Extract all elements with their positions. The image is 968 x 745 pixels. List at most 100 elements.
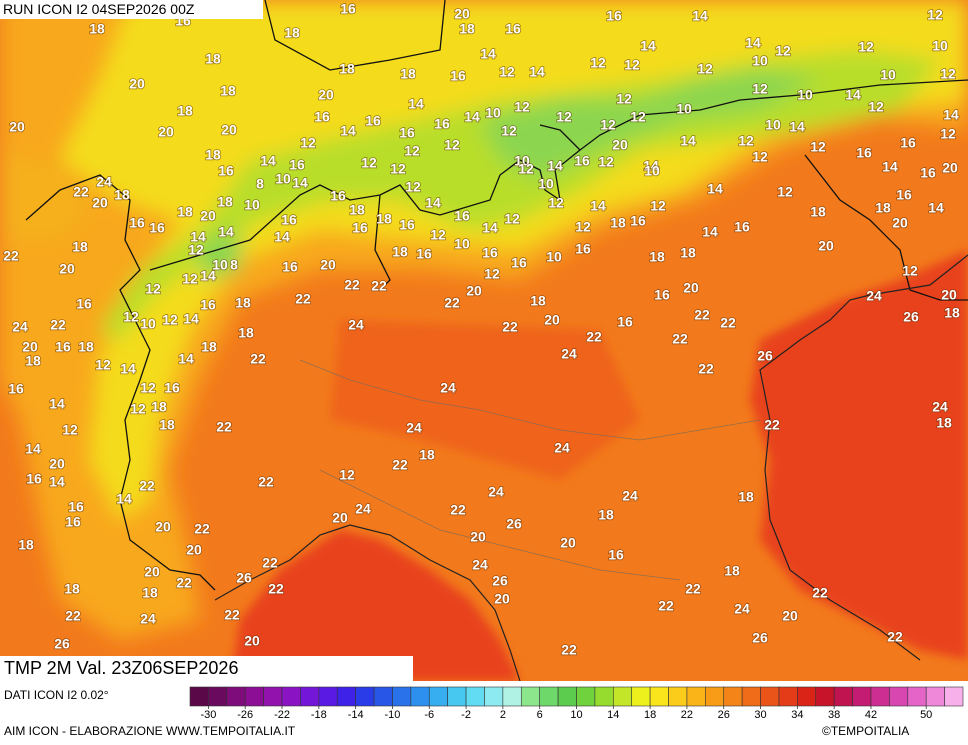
temperature-label: 12 (600, 117, 616, 133)
temperature-label: 16 (900, 135, 916, 151)
colorbar-tick-label: 2 (500, 709, 506, 720)
temperature-label: 12 (775, 43, 791, 59)
temperature-label: 16 (434, 116, 450, 132)
temperature-label: 12 (404, 143, 420, 159)
temperature-label: 18 (875, 200, 891, 216)
colorbar-tick-label: 42 (865, 709, 877, 720)
colorbar-swatch (428, 686, 448, 707)
temperature-label: 20 (454, 6, 470, 22)
colorbar-swatch (649, 686, 669, 707)
temperature-label: 24 (488, 484, 504, 500)
temperature-label: 24 (12, 319, 28, 335)
temperature-label: 10 (546, 249, 562, 265)
temperature-label: 22 (268, 581, 284, 597)
temperature-label: 16 (608, 547, 624, 563)
temperature-label: 12 (444, 137, 460, 153)
temperature-label: 14 (692, 8, 708, 24)
temperature-label: 10 (244, 197, 260, 213)
colorbar-tick-label: 18 (644, 709, 656, 720)
temperature-label: 16 (129, 215, 145, 231)
temperature-label: 16 (289, 157, 305, 173)
credit-label: AIM ICON - ELABORAZIONE WWW.TEMPOITALIA.… (4, 724, 296, 738)
temperature-label: 10 (275, 171, 291, 187)
temperature-label: 20 (892, 215, 908, 231)
temperature-label: 20 (470, 529, 486, 545)
temperature-label: 22 (3, 248, 19, 264)
temperature-label: 18 (349, 202, 365, 218)
temperature-label: 14 (408, 96, 424, 112)
temperature-label: 22 (250, 351, 266, 367)
temperature-label: 18 (936, 415, 952, 431)
colorbar-tick-label: 26 (718, 709, 730, 720)
temperature-label: 22 (444, 295, 460, 311)
temperature-label: 10 (765, 117, 781, 133)
temperature-label: 26 (752, 630, 768, 646)
temperature-label: 14 (260, 153, 276, 169)
temperature-label: 22 (73, 184, 89, 200)
colorbar-tick-label: -2 (461, 709, 471, 720)
temperature-label: 16 (399, 217, 415, 233)
temperature-label: 12 (130, 401, 146, 417)
temperature-label: 14 (116, 491, 132, 507)
temperature-label: 20 (144, 564, 160, 580)
colorbar-swatch (226, 686, 246, 707)
temperature-label: 8 (230, 257, 238, 273)
temperature-label: 16 (149, 220, 165, 236)
colorbar-swatch (281, 686, 301, 707)
colorbar-swatch (208, 686, 228, 707)
temperature-label: 26 (757, 348, 773, 364)
temperature-label: 16 (606, 8, 622, 24)
temperature-label: 12 (339, 467, 355, 483)
colorbar-swatch (778, 686, 798, 707)
colorbar-swatch (447, 686, 467, 707)
temperature-label: 12 (501, 123, 517, 139)
colorbar-swatch (907, 686, 927, 707)
temperature-label: 12 (145, 281, 161, 297)
temperature-label: 22 (258, 474, 274, 490)
temperature-label: 24 (140, 611, 156, 627)
temperature-label: 16 (340, 1, 356, 17)
temperature-label: 24 (561, 346, 577, 362)
temperature-label: 10 (140, 316, 156, 332)
colorbar-swatch (925, 686, 945, 707)
sea (230, 250, 968, 681)
temperature-label: 18 (392, 244, 408, 260)
temperature-label: 26 (54, 636, 70, 652)
temperature-label: 24 (554, 440, 570, 456)
colorbar-swatch (318, 686, 338, 707)
temperature-label: 24 (866, 288, 882, 304)
source-label: DATI ICON I2 0.02° (4, 688, 109, 702)
colorbar-tick-label: 6 (537, 709, 543, 720)
temperature-label: 16 (330, 188, 346, 204)
colorbar-swatch (373, 686, 393, 707)
colorbar-swatch (852, 686, 872, 707)
temperature-label: 16 (416, 246, 432, 262)
temperature-label: 12 (752, 149, 768, 165)
temperature-label: 14 (178, 351, 194, 367)
temperature-label: 14 (943, 107, 959, 123)
temperature-label: 24 (96, 174, 112, 190)
temperature-label: 14 (643, 158, 659, 174)
temperature-label: 16 (617, 314, 633, 330)
temperature-label: 12 (62, 422, 78, 438)
temperature-label: 18 (649, 249, 665, 265)
temperature-label: 24 (348, 317, 364, 333)
temperature-label: 18 (18, 537, 34, 553)
temperature-label: 12 (188, 242, 204, 258)
temperature-label: 12 (752, 81, 768, 97)
temperature-label: 24 (472, 557, 488, 573)
temperature-label: 10 (644, 163, 660, 179)
temperature-label: 22 (502, 319, 518, 335)
temperature-label: 14 (745, 35, 761, 51)
temperature-label: 22 (720, 315, 736, 331)
colorbar-swatch (465, 686, 485, 707)
temperature-label: 12 (616, 91, 632, 107)
temperature-label: 14 (640, 38, 656, 54)
temperature-label: 14 (529, 64, 545, 80)
temperature-label: 12 (390, 161, 406, 177)
temperature-label: 18 (810, 204, 826, 220)
temperature-label: 16 (574, 153, 590, 169)
colorbar-swatch (705, 686, 725, 707)
